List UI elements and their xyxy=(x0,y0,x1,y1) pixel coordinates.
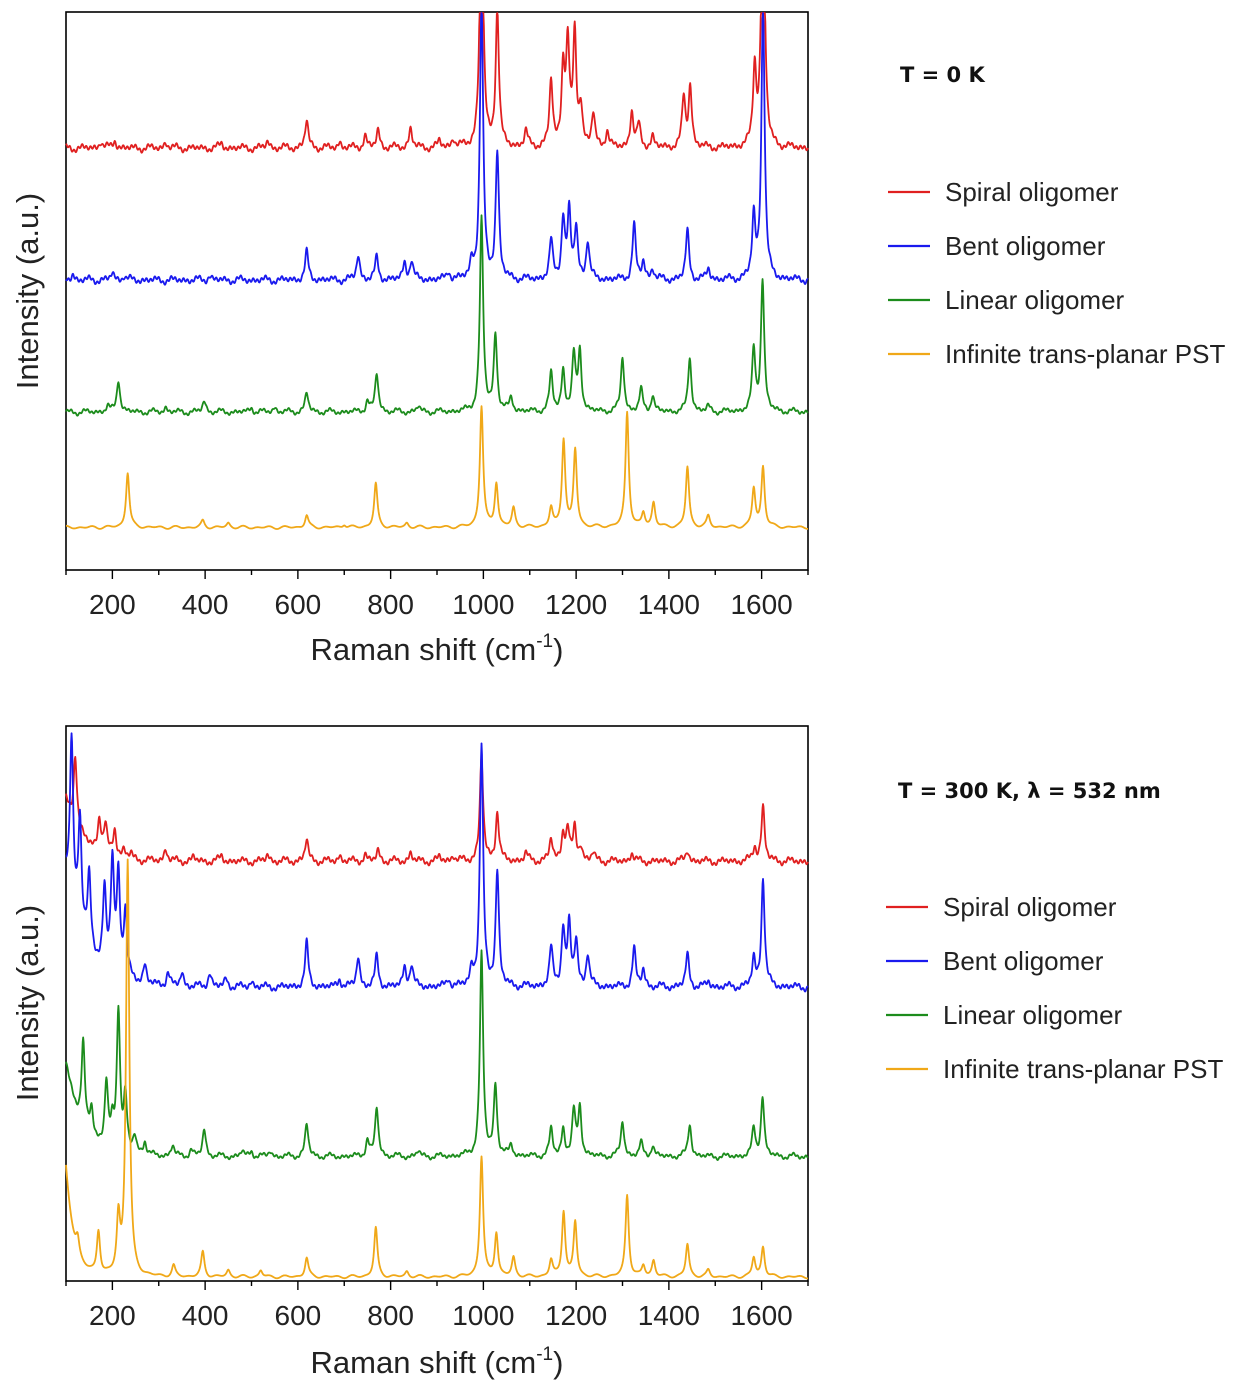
series-line-infinite-trans-planar-pst xyxy=(65,858,809,1280)
series-line-bent-oligomer xyxy=(65,732,809,993)
x-tick-label: 600 xyxy=(275,589,322,620)
series-line-linear-oligomer xyxy=(65,214,809,417)
legend: Spiral oligomer Bent oligomer Linear oligo… xyxy=(888,177,1225,369)
plot-frame xyxy=(65,11,809,571)
x-tick-label: 1400 xyxy=(638,1300,700,1331)
x-tick-label: 1000 xyxy=(452,589,514,620)
x-axis-title-sup: -1 xyxy=(536,631,553,652)
legend-label: Spiral oligomer xyxy=(943,892,1117,922)
series-line-spiral-oligomer xyxy=(65,12,809,154)
x-axis-title-close: ) xyxy=(553,1345,563,1380)
legend-label: Linear oligomer xyxy=(943,1000,1123,1030)
legend-label: Bent oligomer xyxy=(945,231,1106,261)
spectra-lines xyxy=(65,12,809,530)
x-tick-label: 200 xyxy=(89,1300,136,1331)
panel-t300k: 200 400 600 800 1000 1200 1400 1600 Raman shift… xyxy=(10,725,1223,1380)
x-axis-title-close: ) xyxy=(553,632,563,667)
legend: Spiral oligomer Bent oligomer Linear oligo… xyxy=(886,892,1223,1084)
y-axis-title: Intensity (a.u.) xyxy=(10,905,45,1101)
x-tick-label: 800 xyxy=(367,1300,414,1331)
series-line-bent-oligomer xyxy=(65,12,809,286)
legend-label: Bent oligomer xyxy=(943,946,1104,976)
panel-t0k: 200 400 600 800 1000 1200 1400 1600 Raman shift… xyxy=(10,11,1225,667)
series-line-linear-oligomer xyxy=(65,949,809,1161)
spectra-lines xyxy=(65,732,809,1280)
x-tick-label: 1600 xyxy=(730,1300,792,1331)
x-tick-label: 1200 xyxy=(545,1300,607,1331)
x-tick-label: 200 xyxy=(89,589,136,620)
x-tick-label: 1200 xyxy=(545,589,607,620)
x-axis-title-main: Raman shift (cm xyxy=(311,632,537,667)
x-axis-ticks: 200 400 600 800 1000 1200 1400 1600 xyxy=(65,1281,809,1331)
legend-label: Infinite trans-planar PST xyxy=(945,339,1225,369)
x-axis-title-sup: -1 xyxy=(536,1344,553,1365)
x-tick-label: 1600 xyxy=(730,589,792,620)
series-line-infinite-trans-planar-pst xyxy=(65,405,809,530)
legend-label: Infinite trans-planar PST xyxy=(943,1054,1223,1084)
x-tick-label: 400 xyxy=(182,1300,229,1331)
x-tick-label: 1400 xyxy=(638,589,700,620)
x-axis-title: Raman shift (cm-1) xyxy=(311,1344,564,1380)
condition-label: T = 0 K xyxy=(900,63,985,87)
x-axis-ticks: 200 400 600 800 1000 1200 1400 1600 xyxy=(65,570,809,620)
condition-label: T = 300 K, λ = 532 nm xyxy=(898,779,1161,803)
x-tick-label: 400 xyxy=(182,589,229,620)
legend-label: Linear oligomer xyxy=(945,285,1125,315)
plot-frame xyxy=(65,725,809,1282)
x-tick-label: 600 xyxy=(275,1300,322,1331)
x-axis-title-main: Raman shift (cm xyxy=(311,1345,537,1380)
legend-label: Spiral oligomer xyxy=(945,177,1119,207)
x-tick-label: 1000 xyxy=(452,1300,514,1331)
x-tick-label: 800 xyxy=(367,589,414,620)
x-axis-title: Raman shift (cm-1) xyxy=(311,631,564,667)
series-line-spiral-oligomer xyxy=(65,755,809,867)
y-axis-title: Intensity (a.u.) xyxy=(10,193,45,389)
